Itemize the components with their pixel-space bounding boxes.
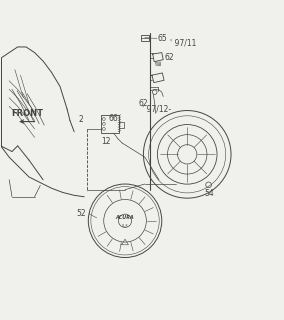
Text: 66: 66 <box>109 114 118 123</box>
Text: 62: 62 <box>139 99 148 108</box>
Text: ACURA: ACURA <box>116 215 134 220</box>
Bar <box>141 35 149 41</box>
Text: ' 97/12-: ' 97/12- <box>142 104 171 113</box>
Text: 52: 52 <box>76 209 86 218</box>
Text: 65: 65 <box>158 34 167 43</box>
Bar <box>119 122 124 128</box>
Text: 62: 62 <box>165 53 174 62</box>
Text: SLX: SLX <box>122 224 128 228</box>
Text: FRONT: FRONT <box>11 108 43 118</box>
Text: ' 97/11: ' 97/11 <box>170 38 197 47</box>
Bar <box>101 115 119 133</box>
Text: 54: 54 <box>204 189 214 198</box>
Text: 2: 2 <box>79 116 83 124</box>
Text: 12: 12 <box>101 137 110 146</box>
